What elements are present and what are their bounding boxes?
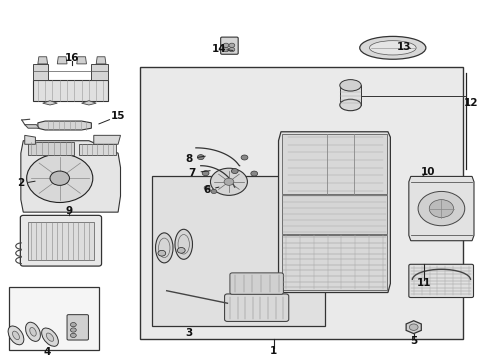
Ellipse shape — [228, 48, 234, 52]
Ellipse shape — [339, 80, 361, 91]
Ellipse shape — [27, 154, 93, 202]
FancyBboxPatch shape — [224, 294, 288, 321]
FancyBboxPatch shape — [67, 315, 88, 340]
Polygon shape — [91, 64, 108, 80]
Text: 9: 9 — [66, 206, 73, 216]
Ellipse shape — [339, 99, 361, 111]
Text: 8: 8 — [184, 154, 192, 163]
Ellipse shape — [41, 328, 58, 346]
Ellipse shape — [70, 333, 76, 338]
FancyBboxPatch shape — [229, 273, 283, 294]
Ellipse shape — [241, 155, 247, 160]
Text: 11: 11 — [416, 278, 431, 288]
Ellipse shape — [177, 248, 185, 253]
Polygon shape — [42, 101, 57, 105]
Polygon shape — [21, 141, 120, 212]
Ellipse shape — [70, 328, 76, 332]
Text: 4: 4 — [44, 347, 51, 357]
FancyBboxPatch shape — [408, 264, 472, 297]
Text: 14: 14 — [211, 44, 225, 54]
Ellipse shape — [13, 331, 20, 339]
Ellipse shape — [203, 186, 209, 190]
Ellipse shape — [250, 171, 257, 176]
Ellipse shape — [46, 333, 54, 341]
Bar — [28, 143, 74, 155]
Ellipse shape — [210, 189, 216, 194]
Bar — [28, 222, 94, 260]
Ellipse shape — [224, 178, 233, 185]
Polygon shape — [408, 176, 473, 241]
Ellipse shape — [158, 250, 165, 256]
Ellipse shape — [25, 322, 41, 341]
Text: 5: 5 — [409, 336, 416, 346]
Ellipse shape — [155, 233, 173, 263]
Ellipse shape — [408, 324, 417, 330]
Polygon shape — [77, 57, 86, 64]
Polygon shape — [278, 132, 389, 293]
Ellipse shape — [175, 229, 192, 259]
Ellipse shape — [30, 328, 36, 336]
Ellipse shape — [223, 43, 228, 48]
Ellipse shape — [428, 200, 453, 217]
Bar — [79, 144, 116, 155]
Ellipse shape — [197, 155, 203, 159]
Text: 3: 3 — [184, 328, 192, 338]
Bar — [282, 195, 386, 234]
Text: 16: 16 — [64, 53, 79, 63]
Text: 12: 12 — [463, 98, 477, 108]
Text: 10: 10 — [420, 167, 435, 177]
Polygon shape — [96, 57, 106, 64]
Polygon shape — [25, 125, 39, 128]
Polygon shape — [38, 57, 47, 64]
Text: 13: 13 — [396, 42, 410, 52]
Ellipse shape — [228, 43, 234, 48]
Bar — [282, 235, 386, 290]
Text: 1: 1 — [269, 346, 277, 356]
Ellipse shape — [231, 168, 238, 174]
Text: 7: 7 — [188, 168, 195, 178]
Polygon shape — [406, 321, 421, 334]
Ellipse shape — [359, 36, 425, 59]
Ellipse shape — [70, 323, 76, 327]
Ellipse shape — [50, 171, 69, 185]
Bar — [9, 287, 99, 350]
Polygon shape — [94, 135, 120, 144]
Polygon shape — [81, 101, 96, 105]
Bar — [152, 176, 324, 327]
Bar — [140, 67, 462, 339]
Polygon shape — [25, 135, 35, 144]
Ellipse shape — [210, 168, 247, 195]
Polygon shape — [38, 121, 91, 130]
Text: 6: 6 — [203, 185, 210, 195]
Ellipse shape — [8, 326, 24, 345]
Text: 2: 2 — [17, 178, 24, 188]
FancyBboxPatch shape — [220, 37, 238, 54]
Ellipse shape — [369, 41, 415, 55]
Ellipse shape — [223, 48, 228, 52]
Ellipse shape — [417, 192, 464, 226]
Ellipse shape — [202, 171, 208, 176]
Bar — [282, 134, 386, 194]
Polygon shape — [33, 80, 108, 102]
Bar — [339, 85, 361, 105]
Polygon shape — [33, 64, 47, 80]
FancyBboxPatch shape — [20, 215, 102, 266]
Polygon shape — [57, 57, 67, 64]
Text: 15: 15 — [111, 111, 125, 121]
